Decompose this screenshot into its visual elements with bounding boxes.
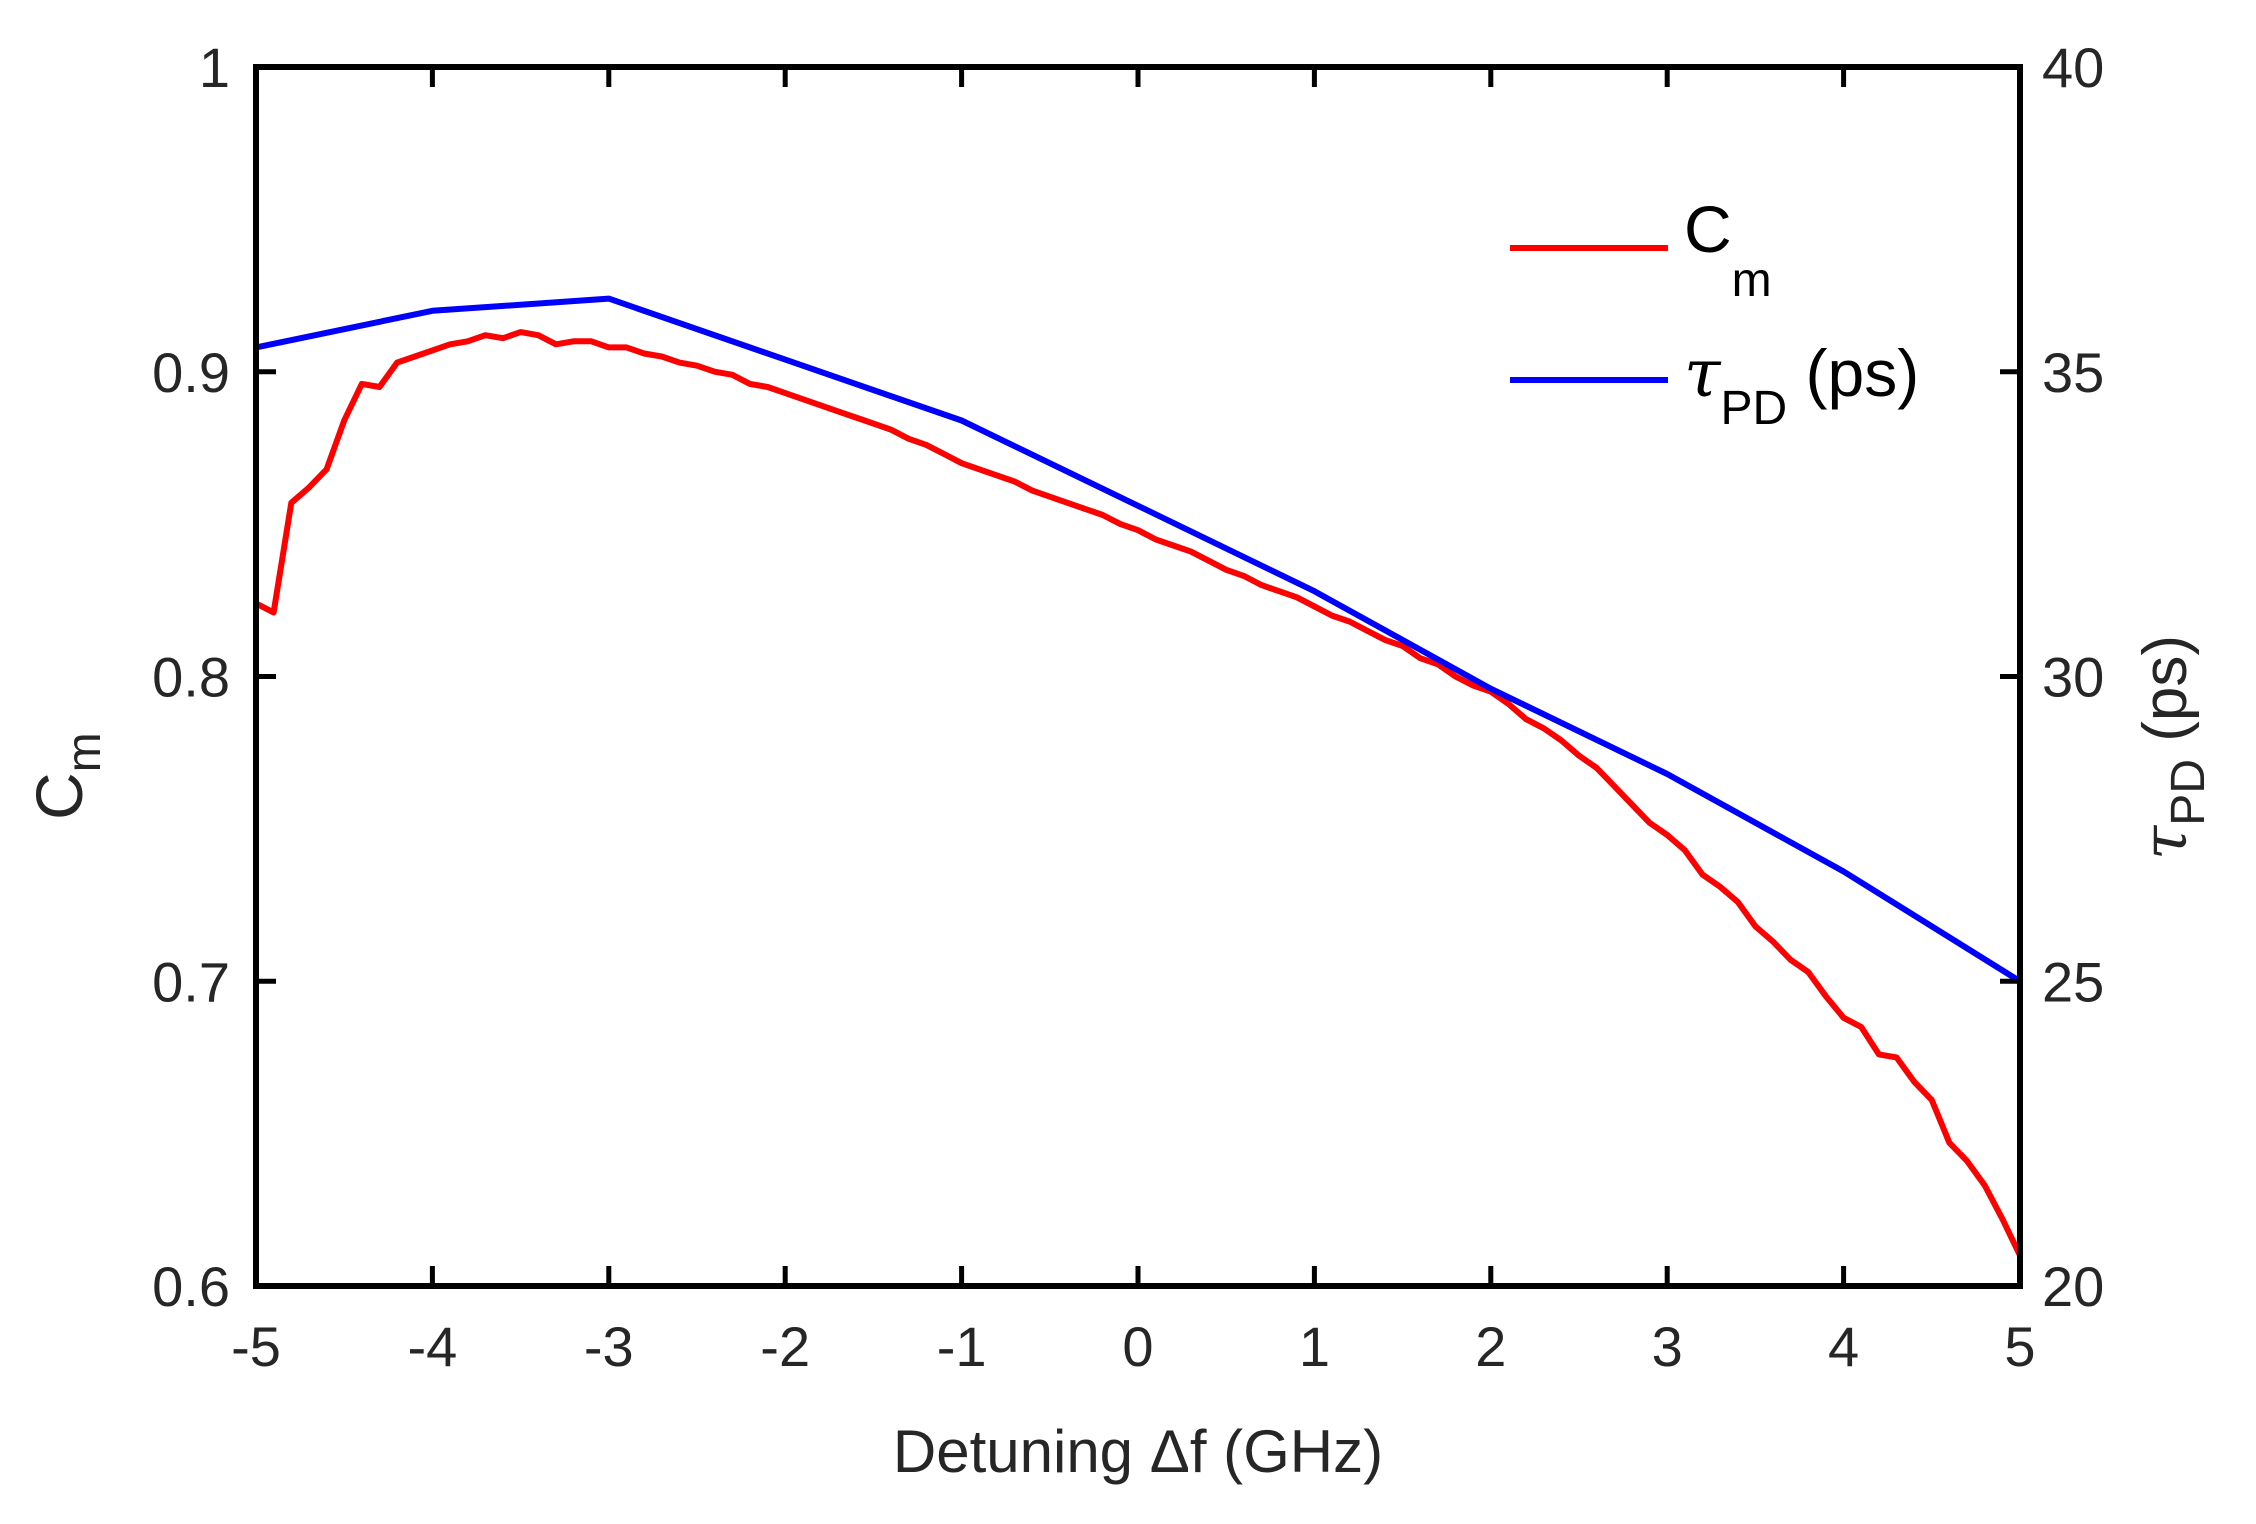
x-tick-label: -4	[408, 1315, 458, 1378]
x-tick-label: -5	[231, 1315, 281, 1378]
legend-label-cm-sub: m	[1732, 254, 1772, 307]
svg-text:Cm: Cm	[22, 732, 111, 820]
x-tick-label: -3	[584, 1315, 634, 1378]
y-right-tick-label: 30	[2042, 646, 2104, 709]
x-tick-label: 0	[1122, 1315, 1153, 1378]
x-tick-label: 2	[1475, 1315, 1506, 1378]
y-right-tick-label: 40	[2042, 36, 2104, 99]
legend-label-tau: τPD (ps)	[1684, 335, 1919, 435]
x-tick-label: 1	[1299, 1315, 1330, 1378]
x-axis-title-prefix: Detuning	[893, 1418, 1150, 1485]
y-axis-left-title-sub: m	[58, 732, 111, 772]
y-axis-right-title-sub: PD	[2162, 759, 2215, 826]
x-tick-label: 4	[1828, 1315, 1859, 1378]
y-right-tick-label: 25	[2042, 950, 2104, 1013]
legend: Cm τPD (ps)	[1510, 192, 1919, 435]
y-left-tick-label: 0.8	[152, 646, 230, 709]
legend-label-tau-symbol: τ	[1684, 335, 1722, 412]
y-left-tick-label: 0.9	[152, 341, 230, 404]
series-line-cm	[254, 329, 2023, 1257]
y-right-tick-label: 20	[2042, 1255, 2104, 1318]
y-left-tick-label: 0.6	[152, 1255, 230, 1318]
y-axis-left-title-main: C	[22, 772, 96, 820]
x-tick-label: -1	[937, 1315, 987, 1378]
y-axis-right-title-unit: (ps)	[2131, 635, 2200, 759]
x-tick-label: 3	[1652, 1315, 1683, 1378]
plot-series	[254, 295, 2023, 1257]
y-axis-left-title: Cm	[22, 732, 111, 820]
legend-label-cm-main: C	[1684, 192, 1732, 266]
axis-tick-labels: -5 -4 -3 -2 -1 0 1 2 3 4 5 0.6 0.7 0.8 0.9 1 20 25 30 35 40	[152, 36, 2104, 1378]
axis-ticks	[253, 64, 2023, 1289]
x-tick-label: -2	[760, 1315, 810, 1378]
y-axis-right-title-symbol: τ	[2128, 824, 2201, 860]
svg-text:τPD (ps): τPD (ps)	[2128, 635, 2215, 860]
y-right-tick-label: 35	[2042, 341, 2104, 404]
legend-label-tau-unit: (ps)	[1787, 336, 1919, 410]
x-axis-title-rest: f (GHz)	[1190, 1418, 1383, 1485]
series-line-tau-pd	[255, 295, 2022, 984]
legend-label-cm: Cm	[1684, 192, 1772, 307]
y-left-tick-label: 0.7	[152, 950, 230, 1013]
y-left-tick-label: 1	[199, 36, 230, 99]
x-axis-title: Detuning Δf (GHz)	[893, 1418, 1383, 1485]
y-axis-right-title: τPD (ps)	[2128, 635, 2215, 860]
legend-label-tau-sub: PD	[1721, 382, 1788, 435]
x-tick-label: 5	[2004, 1315, 2035, 1378]
x-axis-title-delta: Δ	[1150, 1418, 1190, 1485]
